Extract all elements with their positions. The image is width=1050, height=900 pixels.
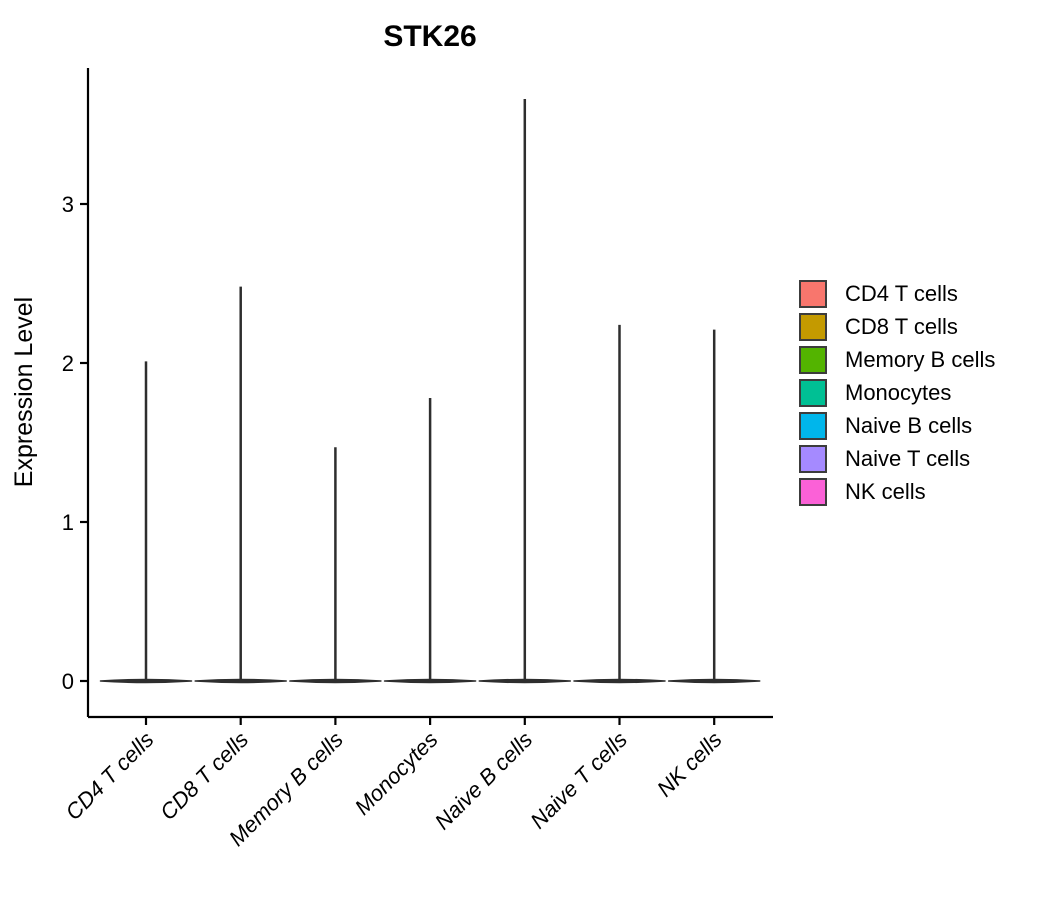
- legend-key-swatch: [799, 280, 827, 308]
- legend-key-swatch: [799, 478, 827, 506]
- violin-base-monocytes: [383, 678, 477, 684]
- y-tick-label: 0: [62, 669, 74, 694]
- legend-label: CD4 T cells: [845, 281, 958, 306]
- x-tick-label: Monocytes: [350, 727, 443, 820]
- legend-label: Monocytes: [845, 380, 952, 405]
- legend-item: CD8 T cells: [799, 313, 995, 341]
- violin-base-cd8-t-cells: [194, 678, 287, 684]
- y-tick-label: 2: [62, 351, 74, 376]
- legend-item: Monocytes: [799, 379, 995, 407]
- x-tick-label: Naive B cells: [430, 727, 538, 835]
- x-tick-label: Naive T cells: [525, 727, 632, 834]
- legend-label: CD8 T cells: [845, 314, 958, 339]
- x-tick-label: NK cells: [652, 727, 727, 802]
- x-tick-label: CD8 T cells: [155, 727, 253, 825]
- legend-label: Memory B cells: [845, 347, 996, 372]
- y-tick-label: 3: [62, 192, 74, 217]
- legend-item: NK cells: [799, 478, 995, 506]
- legend-key-swatch: [799, 346, 827, 374]
- legend-item: Naive B cells: [799, 412, 995, 440]
- legend-label: Naive T cells: [845, 446, 971, 471]
- chart-title: STK26: [383, 20, 476, 53]
- x-tick-label: CD4 T cells: [60, 727, 158, 825]
- violin-shapes: [99, 99, 761, 684]
- legend-key-swatch: [799, 313, 827, 341]
- legend-item: Memory B cells: [799, 346, 995, 374]
- violin-base-memory-b-cells: [289, 678, 382, 684]
- y-axis-ticks: 0 1 2 3: [62, 192, 88, 694]
- violin-base-naive-t-cells: [573, 678, 666, 684]
- legend-item: CD4 T cells: [799, 280, 995, 308]
- legend-label: Naive B cells: [845, 413, 973, 438]
- violin-base-nk-cells: [667, 678, 761, 684]
- violin-base-naive-b-cells: [478, 678, 572, 684]
- y-tick-label: 1: [62, 510, 74, 535]
- legend-key-swatch: [799, 412, 827, 440]
- legend-key-swatch: [799, 379, 827, 407]
- legend-key-swatch: [799, 445, 827, 473]
- legend: CD4 T cells CD8 T cells Memory B cells Mono…: [799, 280, 995, 511]
- y-axis-label: Expression Level: [10, 297, 38, 487]
- legend-item: Naive T cells: [799, 445, 995, 473]
- legend-label: NK cells: [845, 479, 926, 504]
- violin-base-cd4-t-cells: [99, 678, 193, 684]
